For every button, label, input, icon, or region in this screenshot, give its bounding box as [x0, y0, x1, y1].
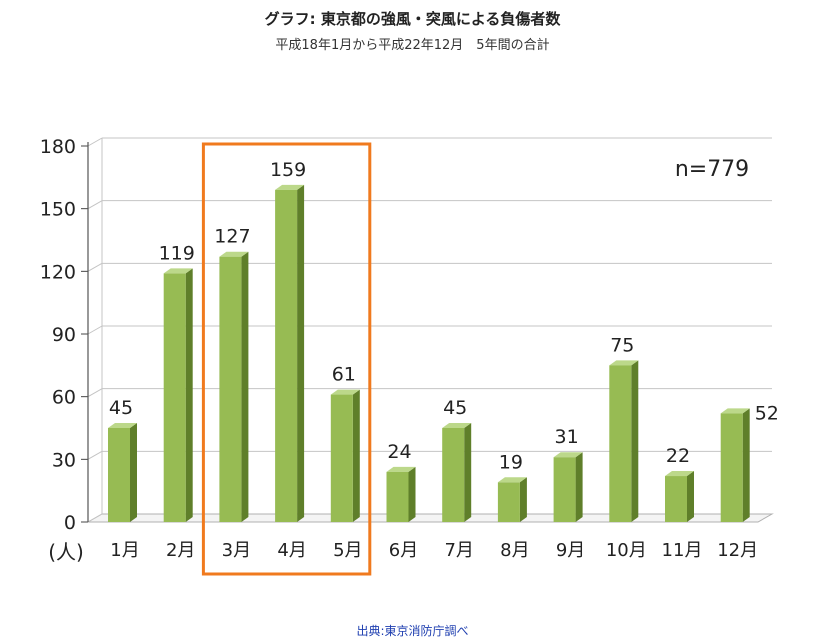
bar-top [275, 184, 305, 190]
bar-top [219, 251, 249, 257]
bar-top [386, 466, 416, 472]
bar [553, 452, 583, 522]
y-tick-label: 60 [52, 387, 76, 409]
bar-top [330, 389, 360, 395]
bar [219, 251, 249, 522]
chart-subtitle: 平成18年1月から平成22年12月 5年間の合計 [275, 38, 550, 53]
bar-front [665, 476, 687, 522]
bar-value-label: 31 [555, 426, 579, 448]
bar-value-label: 127 [214, 226, 250, 248]
y-tick-label: 150 [40, 199, 76, 221]
bar [720, 408, 750, 522]
bar-front [497, 482, 520, 522]
bar-value-label: 159 [270, 159, 306, 181]
gridline-depth [87, 325, 103, 335]
bar-top [720, 408, 750, 414]
bar [442, 423, 472, 522]
bar-top [609, 360, 639, 366]
bar [665, 471, 694, 522]
x-tick-label: 1月 [110, 540, 139, 561]
y-tick-label: 0 [64, 512, 76, 534]
bar-side [519, 477, 527, 522]
bar-value-label: 24 [387, 441, 411, 463]
gridline-depth [87, 450, 103, 460]
gridline-depth [87, 262, 103, 272]
bar-top [442, 423, 472, 428]
y-tick-label: 180 [40, 136, 76, 158]
bar-value-label: 45 [443, 397, 467, 419]
bar-front [720, 413, 743, 522]
bar-side [185, 268, 193, 522]
highlight-box [201, 142, 372, 576]
gridline-depth [87, 200, 103, 210]
bar-top [553, 452, 583, 458]
chart-title: グラフ: 東京都の強風・突風による負傷者数 [264, 10, 561, 28]
x-tick-label: 2月 [166, 540, 195, 561]
bar-side [408, 466, 416, 522]
bar-side [575, 452, 583, 522]
bar-front [108, 428, 130, 522]
bar-value-label: 119 [159, 242, 195, 264]
x-tick-label: 6月 [389, 540, 418, 561]
bar-value-label: 45 [109, 397, 133, 419]
unit-label: (人) [48, 540, 84, 564]
bar-front [609, 365, 632, 522]
x-tick-label: 11月 [662, 540, 703, 561]
bar-front [219, 256, 242, 522]
y-tick-label: 30 [52, 449, 76, 471]
x-tick-label: 12月 [717, 540, 758, 561]
gridline-depth [87, 137, 103, 147]
bar-front [163, 273, 186, 522]
bar [386, 466, 416, 522]
bar-value-label: 75 [610, 334, 634, 356]
bar-front [330, 394, 353, 522]
bar-front [386, 471, 409, 522]
x-tick-label: 10月 [606, 540, 647, 561]
bar-top [497, 477, 527, 483]
source-credit: 出典:東京消防庁調べ [356, 624, 469, 638]
gridline-depth [87, 513, 103, 523]
bar-side [297, 184, 305, 522]
axis-layer: 0 30 60 90 120 150 180 [40, 136, 89, 534]
bar [108, 423, 137, 522]
bar-top [665, 471, 694, 477]
bar-top [163, 268, 193, 274]
bar-side [464, 423, 472, 522]
bar-layer [108, 184, 750, 522]
x-tick-label: 3月 [222, 540, 251, 561]
x-tick-label: 9月 [556, 540, 585, 561]
bar-side [687, 471, 694, 522]
bar-value-label: 52 [755, 402, 779, 424]
bar-side [130, 423, 137, 522]
x-tick-label: 8月 [500, 540, 529, 561]
x-tick-label: 4月 [277, 540, 306, 561]
bar-value-label: 19 [499, 451, 523, 473]
grid-layer [86, 137, 774, 523]
bar-value-label: 61 [332, 364, 356, 386]
x-tick-label: 5月 [333, 540, 362, 561]
y-tick-label: 120 [40, 261, 76, 283]
x-tick-label: 7月 [444, 540, 473, 561]
bar [275, 184, 305, 522]
bar-top [108, 423, 137, 428]
bar-side [631, 360, 639, 522]
bar [609, 360, 639, 522]
bar-chart: 0 30 60 90 120 150 180 45 1月 119 2月 127 3月 159 4月 61 5月… [40, 136, 779, 576]
annotation-n: n=779 [675, 157, 749, 182]
bar-side [352, 389, 360, 522]
bar-front [442, 428, 465, 522]
bar-side [241, 251, 249, 522]
bar-side [742, 408, 750, 522]
bar-value-label: 22 [666, 445, 690, 467]
bar-front [553, 457, 576, 522]
label-layer: 45 1月 119 2月 127 3月 159 4月 61 5月 24 6月 45 7月 19 8月 31 9月 7… [109, 142, 779, 576]
y-tick-label: 90 [52, 324, 76, 346]
bar-front [275, 189, 298, 522]
bar [330, 389, 360, 522]
bar [163, 268, 193, 522]
gridline-depth [87, 388, 103, 398]
bar [497, 477, 527, 522]
